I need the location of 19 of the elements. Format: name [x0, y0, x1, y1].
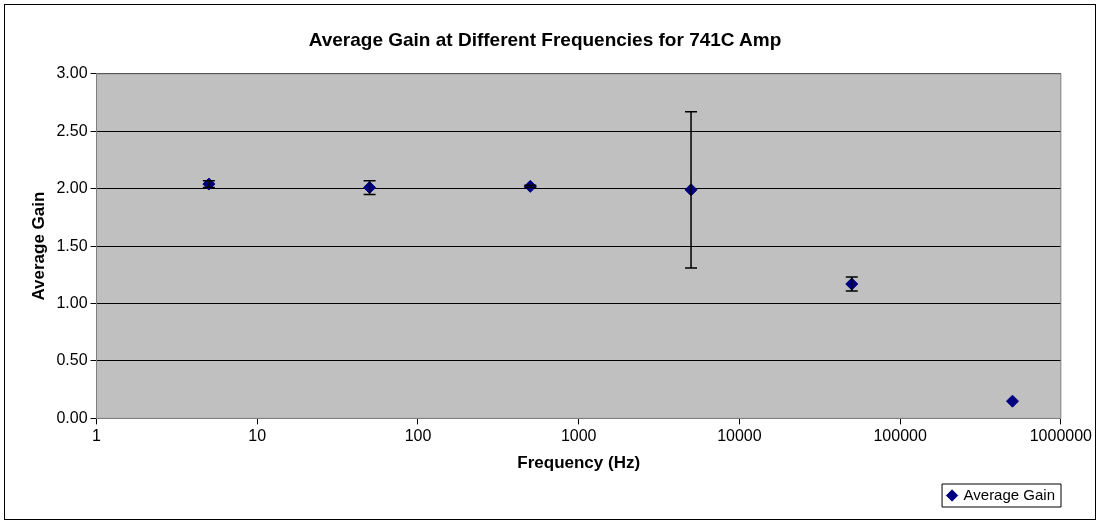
point: [1005, 394, 1019, 408]
y-tick-label: 1.00: [56, 293, 88, 311]
x-tick-label: 1000: [560, 427, 597, 445]
x-tick-label: 1000000: [1029, 427, 1093, 445]
x-tick-label: 1: [92, 427, 102, 445]
y-tick-label: 0.50: [56, 351, 88, 369]
x-tick-label: 100: [404, 427, 432, 445]
legend-label: Average Gain: [963, 485, 1055, 503]
y-tick-label: 3.00: [56, 64, 88, 82]
x-tick-label: 10: [248, 427, 267, 445]
chart-title: Average Gain at Different Frequencies for 741C Amp: [308, 28, 782, 50]
x-tick-label: 10000: [717, 427, 762, 445]
y-tick-label: 2.50: [56, 121, 88, 139]
x-tick-label: 100000: [873, 427, 927, 445]
x-axis-title: Frequency (Hz): [517, 453, 641, 473]
y-tick-label: 0.00: [56, 408, 88, 426]
y-tick-label: 2.00: [56, 179, 88, 197]
y-axis-title: Average Gain: [28, 191, 48, 301]
y-tick-label: 1.50: [56, 236, 88, 254]
